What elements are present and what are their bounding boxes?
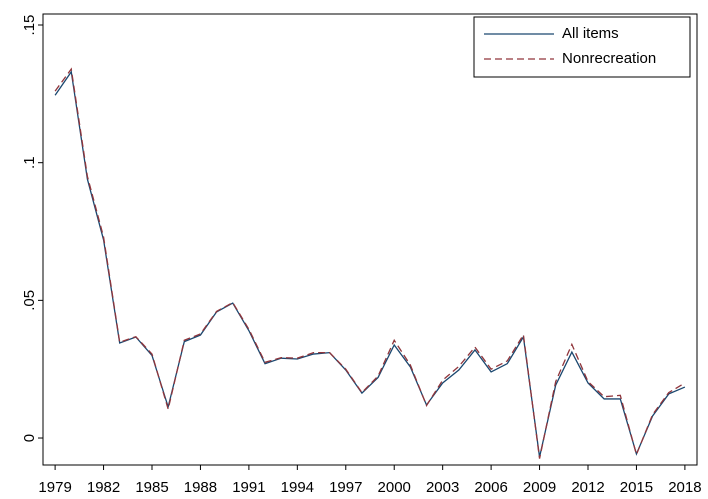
y-tick-label: 0 <box>21 434 38 442</box>
x-tick-label: 1979 <box>38 479 71 496</box>
x-tick-label: 2006 <box>474 479 507 496</box>
x-tick-label: 2003 <box>426 479 459 496</box>
x-tick-label: 2012 <box>571 479 604 496</box>
y-tick-label: .05 <box>21 290 38 311</box>
x-tick-label: 2018 <box>668 479 701 496</box>
legend-box <box>473 16 691 78</box>
x-tick-label: 1988 <box>184 479 217 496</box>
plot-frame <box>42 13 698 466</box>
x-tick-label: 2009 <box>523 479 556 496</box>
y-tick-label: .1 <box>21 156 38 169</box>
x-tick-label: 1991 <box>232 479 265 496</box>
x-tick-label: 1982 <box>87 479 120 496</box>
x-tick-label: 2015 <box>620 479 653 496</box>
legend-label: All items <box>562 25 619 42</box>
legend-label: Nonrecreation <box>562 50 656 67</box>
x-tick-label: 1997 <box>329 479 362 496</box>
x-tick-label: 2000 <box>378 479 411 496</box>
y-tick-label: .15 <box>21 15 38 36</box>
x-tick-label: 1994 <box>281 479 314 496</box>
x-tick-label: 1985 <box>135 479 168 496</box>
series-line <box>54 67 686 459</box>
